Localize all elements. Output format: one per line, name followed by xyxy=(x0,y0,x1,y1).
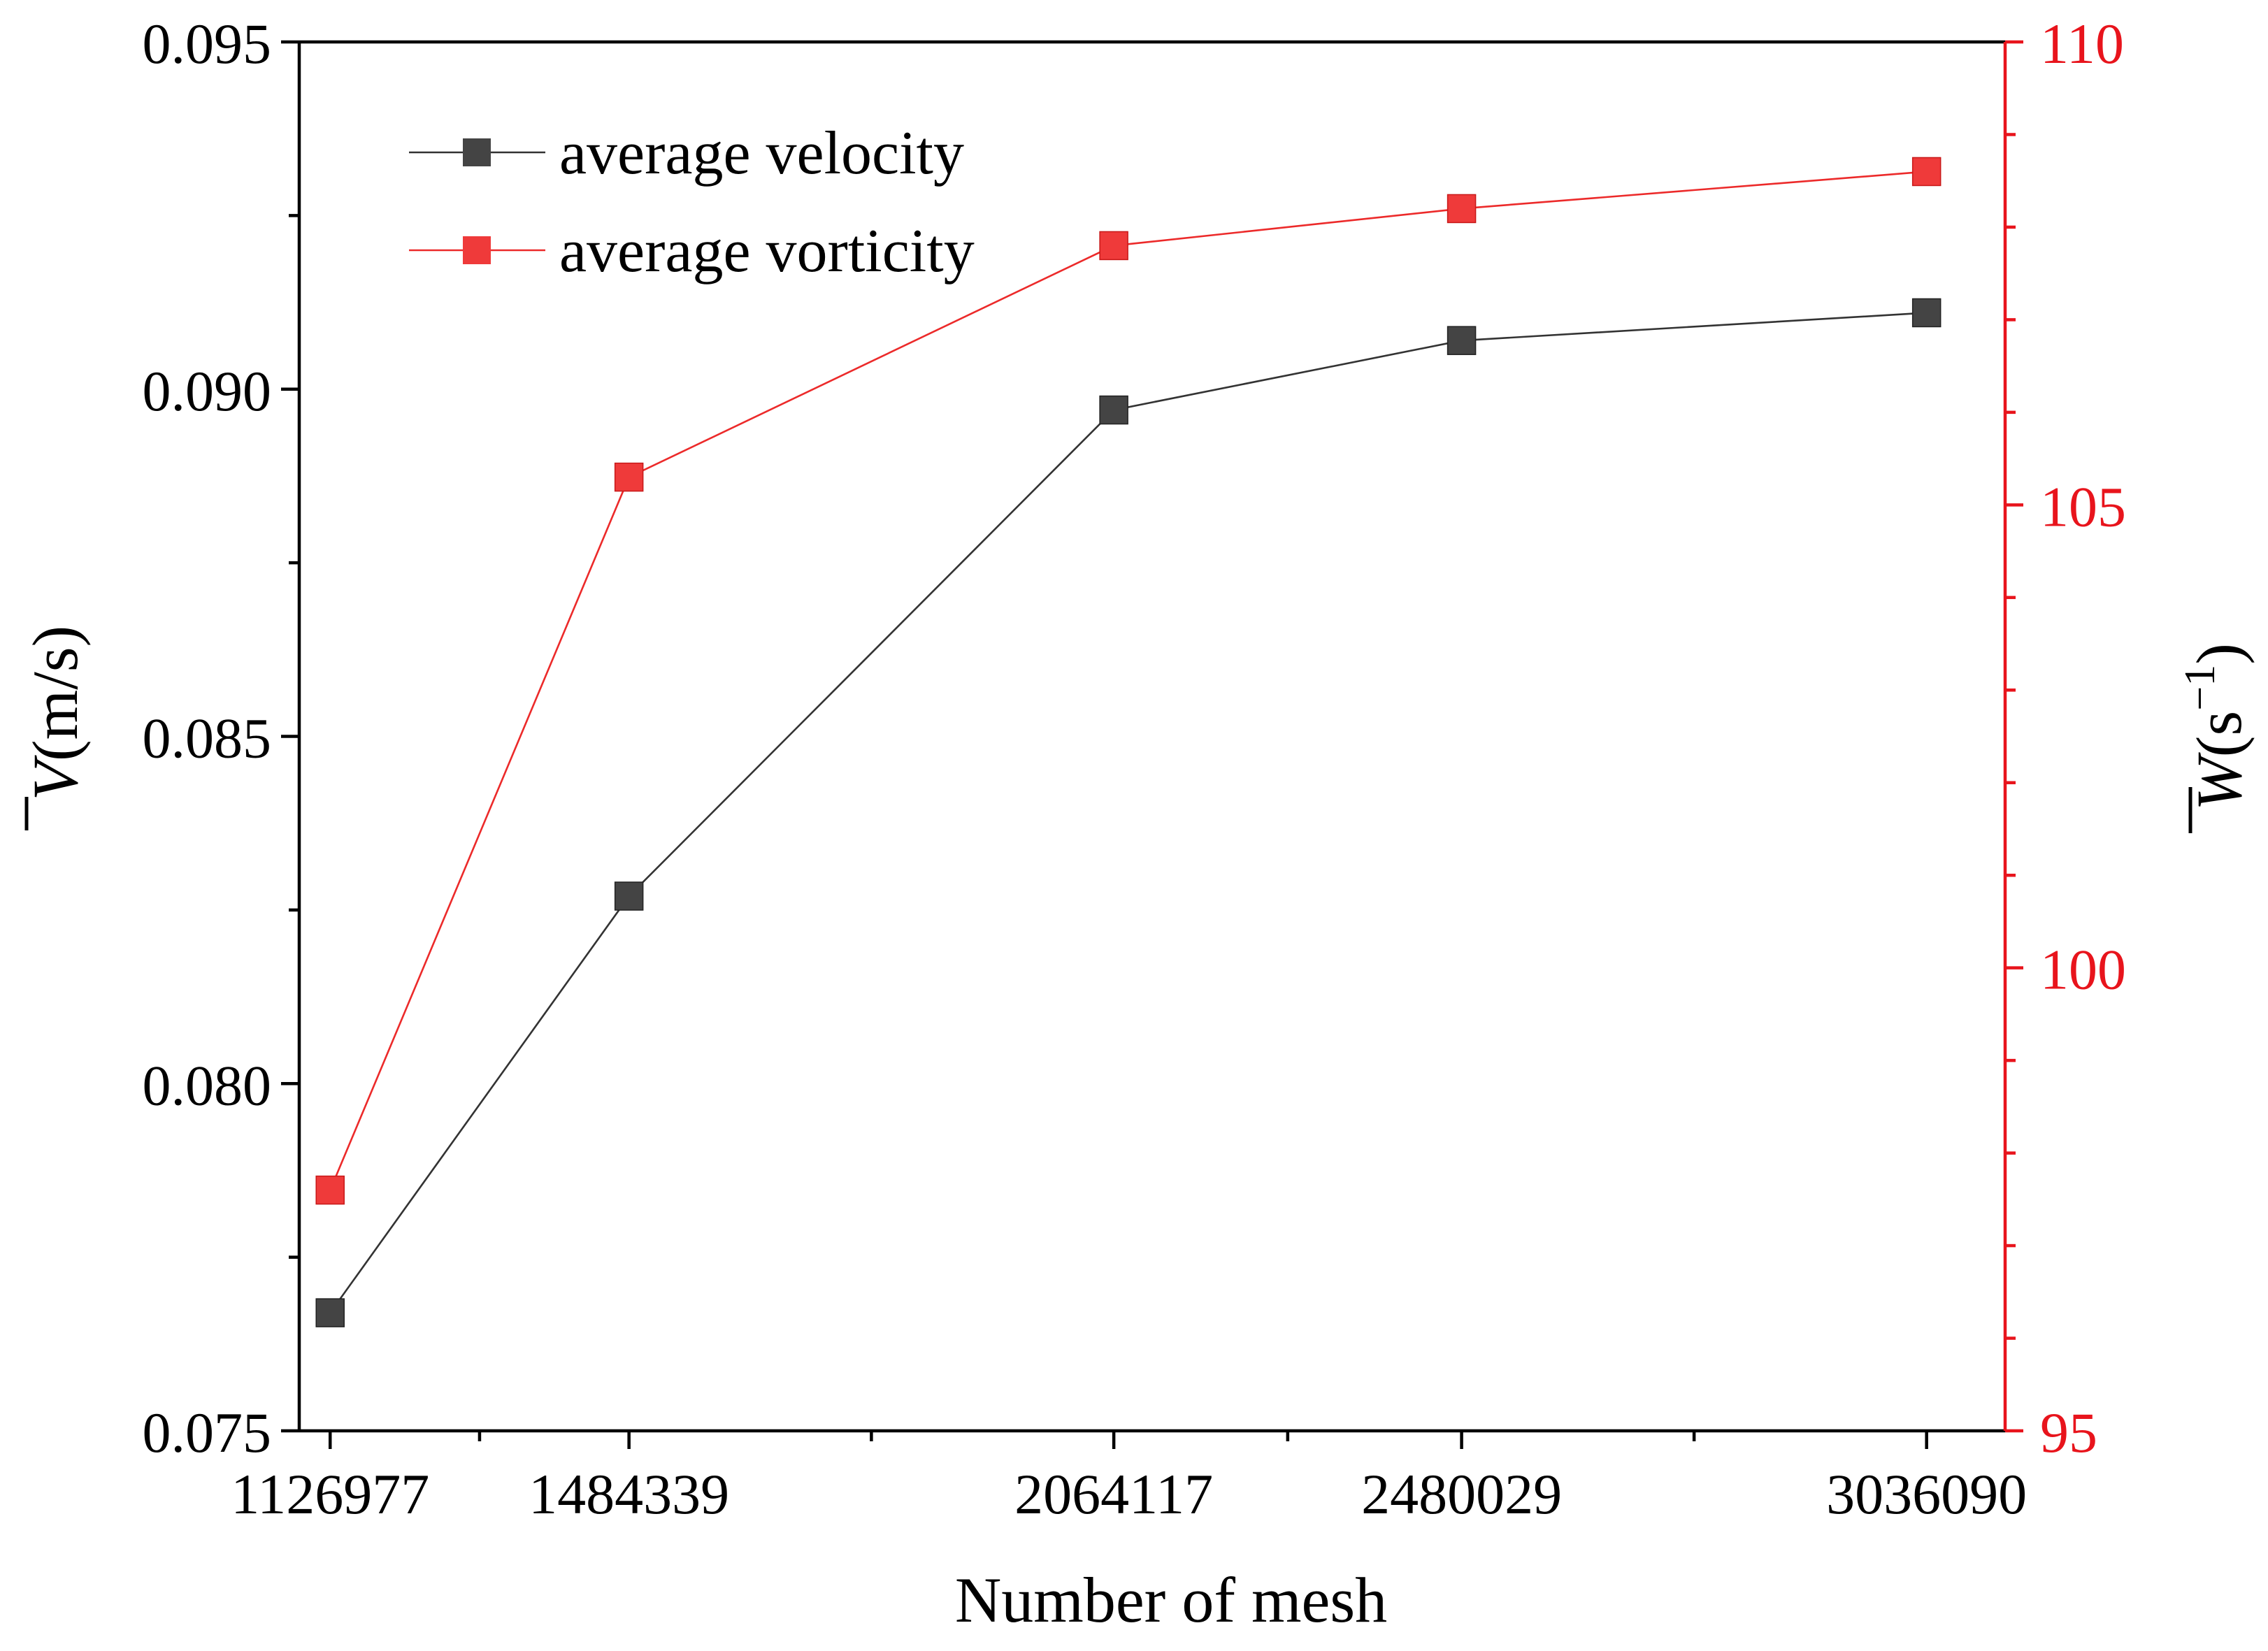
y-right-unit-close: ) xyxy=(2183,643,2255,665)
svg-text:W(s−1): W(s−1) xyxy=(2176,643,2255,811)
data-point-vorticity xyxy=(315,1175,345,1205)
data-point-vorticity xyxy=(614,462,644,492)
x-tick-label: 3036090 xyxy=(1826,1462,2027,1526)
legend-label-vorticity: average vorticity xyxy=(559,217,975,285)
y-right-symbol: W xyxy=(2183,752,2255,811)
y-left-tick-label: 0.080 xyxy=(143,1053,272,1117)
y-right-unit-exponent: −1 xyxy=(2176,665,2224,711)
y-right-tick-label: 100 xyxy=(2040,938,2126,1002)
data-point-velocity xyxy=(1447,326,1477,355)
y-right-unit-open: (s xyxy=(2183,711,2255,757)
y-right-tick-label: 105 xyxy=(2040,475,2126,538)
data-point-velocity xyxy=(1099,395,1128,425)
x-tick-label: 1484339 xyxy=(529,1462,729,1526)
svg-text:V(m/s): V(m/s) xyxy=(20,626,91,800)
data-point-velocity xyxy=(1911,298,1942,328)
x-tick-label: 1126977 xyxy=(231,1462,429,1526)
legend-marker-velocity xyxy=(463,138,491,166)
y-left-axis-title: V(m/s) xyxy=(20,626,91,830)
y-right-axis-title: W(s−1) xyxy=(2176,643,2255,833)
y-left-tick-label: 0.085 xyxy=(143,707,272,770)
y-right-tick-label: 95 xyxy=(2040,1401,2097,1464)
axes-layer: 0.075 0.080 0.085 0.090 0.095 95 100 105 110 1126… xyxy=(143,12,2127,1526)
legend-label-velocity: average velocity xyxy=(559,120,964,187)
data-point-velocity xyxy=(614,881,644,911)
data-point-velocity xyxy=(315,1298,345,1327)
axis-labels: Number of mesh V(m/s) W(s−1) xyxy=(20,626,2255,1636)
data-point-vorticity xyxy=(1911,157,1942,187)
legend-marker-vorticity xyxy=(463,236,491,264)
legend: average velocity average vorticity xyxy=(409,120,975,285)
y-left-tick-label: 0.090 xyxy=(143,359,272,423)
x-tick-label: 2480029 xyxy=(1361,1462,1562,1526)
series-layer xyxy=(315,157,1942,1327)
data-point-vorticity xyxy=(1447,194,1477,224)
x-axis-title: Number of mesh xyxy=(955,1564,1387,1636)
y-left-tick-label: 0.095 xyxy=(143,12,272,75)
data-point-vorticity xyxy=(1099,231,1128,261)
x-tick-label: 2064117 xyxy=(1014,1462,1213,1526)
y-right-tick-label: 110 xyxy=(2040,12,2124,75)
y-left-symbol: V xyxy=(20,754,91,800)
y-left-tick-label: 0.075 xyxy=(143,1401,272,1464)
y-left-unit: (m/s) xyxy=(20,626,91,761)
